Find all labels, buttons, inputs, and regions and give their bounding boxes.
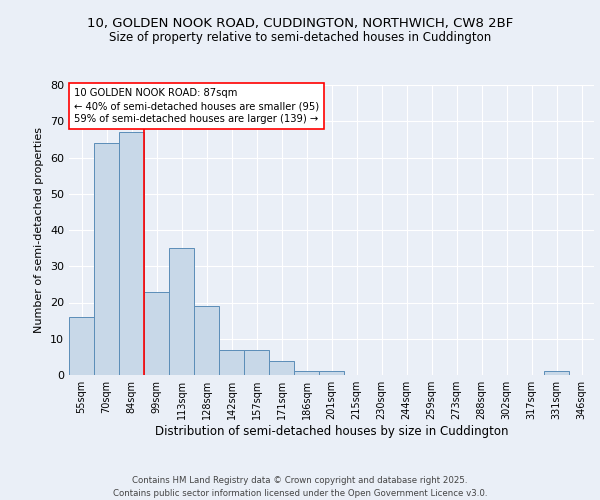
Text: 10 GOLDEN NOOK ROAD: 87sqm
← 40% of semi-detached houses are smaller (95)
59% of: 10 GOLDEN NOOK ROAD: 87sqm ← 40% of semi… bbox=[74, 88, 319, 124]
Text: 10, GOLDEN NOOK ROAD, CUDDINGTON, NORTHWICH, CW8 2BF: 10, GOLDEN NOOK ROAD, CUDDINGTON, NORTHW… bbox=[87, 18, 513, 30]
Bar bbox=[269, 360, 294, 375]
Bar bbox=[194, 306, 219, 375]
Bar bbox=[169, 248, 194, 375]
Bar bbox=[69, 317, 94, 375]
X-axis label: Distribution of semi-detached houses by size in Cuddington: Distribution of semi-detached houses by … bbox=[155, 425, 508, 438]
Text: Size of property relative to semi-detached houses in Cuddington: Size of property relative to semi-detach… bbox=[109, 31, 491, 44]
Bar bbox=[144, 292, 169, 375]
Bar bbox=[319, 372, 344, 375]
Text: Contains public sector information licensed under the Open Government Licence v3: Contains public sector information licen… bbox=[113, 489, 487, 498]
Bar bbox=[94, 143, 119, 375]
Bar bbox=[544, 372, 569, 375]
Bar bbox=[119, 132, 144, 375]
Bar bbox=[244, 350, 269, 375]
Bar bbox=[294, 372, 319, 375]
Text: Contains HM Land Registry data © Crown copyright and database right 2025.: Contains HM Land Registry data © Crown c… bbox=[132, 476, 468, 485]
Bar bbox=[219, 350, 244, 375]
Y-axis label: Number of semi-detached properties: Number of semi-detached properties bbox=[34, 127, 44, 333]
